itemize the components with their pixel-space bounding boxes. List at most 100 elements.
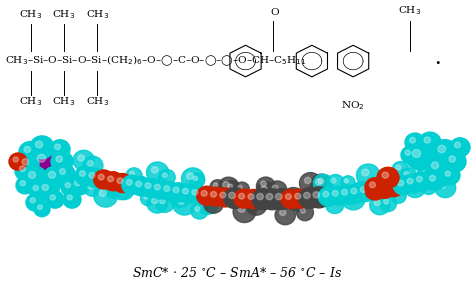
Circle shape [193, 176, 198, 181]
Circle shape [383, 199, 389, 204]
Circle shape [228, 184, 233, 189]
Circle shape [238, 185, 242, 189]
Circle shape [441, 153, 456, 168]
Circle shape [428, 173, 433, 178]
Circle shape [424, 137, 430, 143]
Circle shape [261, 186, 267, 192]
Circle shape [365, 181, 385, 200]
Circle shape [313, 192, 319, 198]
Circle shape [281, 189, 301, 208]
Circle shape [105, 183, 121, 198]
Circle shape [159, 181, 179, 200]
Circle shape [238, 193, 245, 199]
Circle shape [37, 154, 46, 162]
Circle shape [20, 181, 26, 186]
Circle shape [61, 179, 79, 196]
Circle shape [182, 188, 189, 194]
Circle shape [83, 156, 103, 175]
Circle shape [252, 189, 274, 210]
Circle shape [112, 173, 132, 192]
Text: NO$_2$: NO$_2$ [341, 99, 365, 113]
Circle shape [111, 181, 131, 200]
Circle shape [224, 181, 240, 196]
Circle shape [31, 148, 59, 175]
Circle shape [141, 192, 155, 206]
Circle shape [405, 150, 410, 155]
Circle shape [388, 182, 394, 188]
Circle shape [420, 179, 437, 195]
Circle shape [369, 186, 374, 191]
Circle shape [398, 180, 404, 186]
Circle shape [99, 190, 106, 196]
Circle shape [137, 179, 141, 184]
Circle shape [404, 171, 409, 176]
Circle shape [272, 185, 278, 190]
Circle shape [15, 162, 35, 181]
Circle shape [36, 141, 43, 148]
Circle shape [163, 173, 167, 178]
Circle shape [201, 198, 208, 204]
Circle shape [88, 185, 92, 189]
Circle shape [197, 186, 217, 205]
Circle shape [346, 184, 366, 203]
Circle shape [55, 144, 61, 150]
Circle shape [343, 189, 359, 205]
Circle shape [374, 179, 394, 198]
Circle shape [440, 166, 460, 185]
Circle shape [435, 178, 456, 198]
Circle shape [419, 132, 441, 153]
Circle shape [173, 192, 196, 215]
Circle shape [178, 184, 198, 203]
Circle shape [435, 172, 441, 178]
Circle shape [74, 180, 81, 186]
Circle shape [406, 143, 434, 170]
Circle shape [34, 201, 50, 217]
Circle shape [288, 191, 310, 212]
Circle shape [78, 155, 84, 161]
Circle shape [108, 176, 114, 182]
Circle shape [120, 187, 125, 192]
Circle shape [174, 194, 180, 199]
Circle shape [159, 169, 175, 185]
Circle shape [249, 201, 254, 205]
Circle shape [351, 182, 372, 202]
Circle shape [275, 193, 282, 200]
Circle shape [313, 174, 333, 192]
Circle shape [17, 154, 39, 175]
Text: CH$_3$: CH$_3$ [53, 95, 75, 108]
Circle shape [150, 180, 170, 199]
Circle shape [342, 189, 347, 195]
Circle shape [326, 196, 344, 214]
Circle shape [256, 177, 275, 195]
Circle shape [116, 183, 134, 200]
Circle shape [344, 179, 348, 183]
Circle shape [19, 142, 41, 162]
Circle shape [268, 181, 287, 199]
Circle shape [370, 196, 390, 215]
Circle shape [103, 179, 122, 198]
Circle shape [152, 167, 158, 173]
Circle shape [330, 200, 335, 205]
Circle shape [295, 193, 301, 199]
Circle shape [287, 192, 294, 199]
Circle shape [405, 133, 425, 152]
Circle shape [80, 170, 85, 176]
Circle shape [280, 210, 286, 216]
Circle shape [365, 178, 385, 197]
Circle shape [223, 182, 229, 188]
Circle shape [432, 140, 458, 165]
Circle shape [331, 178, 336, 183]
Circle shape [147, 193, 168, 213]
Circle shape [55, 165, 75, 184]
Circle shape [51, 151, 73, 172]
Text: O: O [271, 7, 279, 17]
Circle shape [50, 195, 55, 200]
Text: SmC* $\cdot$ 25 $^{\circ}$C – SmA* – 56 $^{\circ}$C – Is: SmC* $\cdot$ 25 $^{\circ}$C – SmA* – 56 … [132, 266, 342, 280]
Circle shape [246, 195, 267, 215]
Circle shape [405, 178, 425, 198]
Circle shape [208, 199, 214, 205]
Circle shape [412, 172, 432, 191]
Circle shape [426, 157, 450, 180]
Circle shape [215, 188, 236, 207]
Circle shape [33, 185, 38, 190]
